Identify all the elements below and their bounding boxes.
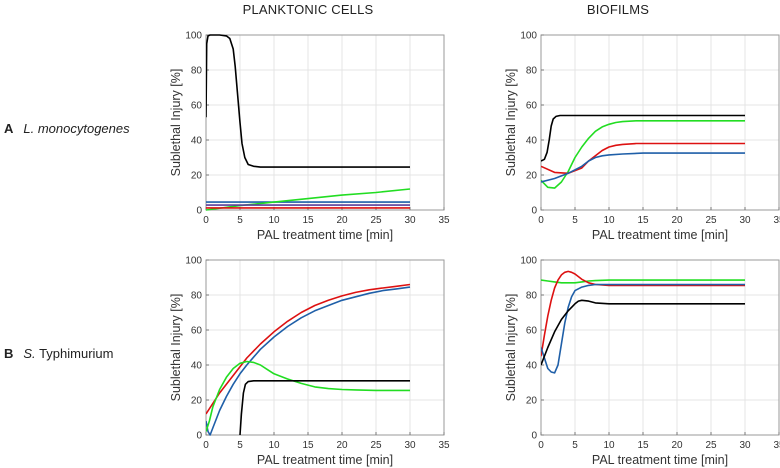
- x-tick-label: 20: [336, 440, 348, 451]
- y-tick-label: 80: [526, 66, 538, 77]
- x-tick-label: 25: [705, 215, 717, 226]
- x-tick-label: 30: [404, 215, 416, 226]
- y-tick-label: 80: [191, 66, 203, 77]
- series-line-red: [541, 270, 745, 357]
- x-tick-label: 15: [637, 440, 649, 451]
- chart-panel-1: 0 5 10 15 20 25 30 35 0 20 40 60 80 100 PAL treatment …: [169, 31, 450, 243]
- x-tick-label: 25: [370, 440, 382, 451]
- y-tick-label: 60: [526, 326, 538, 337]
- x-tick-label: 15: [637, 215, 649, 226]
- x-tick-label: 35: [773, 215, 780, 226]
- column-header-biofilms: BIOFILMS: [586, 2, 650, 17]
- y-tick-label: 0: [196, 206, 202, 217]
- x-tick-label: 10: [268, 215, 280, 226]
- y-axis-label: Sublethal Injury [%]: [504, 69, 518, 177]
- y-tick-label: 0: [531, 431, 537, 442]
- y-tick-label: 40: [526, 136, 538, 147]
- axes-box: [540, 34, 780, 211]
- y-axis-label: Sublethal Injury [%]: [169, 294, 183, 402]
- plot-area: [541, 260, 779, 435]
- x-axis-label: PAL treatment time [min]: [257, 453, 393, 467]
- x-tick-label: 0: [538, 440, 544, 451]
- plot-area: [206, 260, 444, 435]
- x-tick-label: 10: [603, 215, 615, 226]
- y-tick-label: 20: [526, 396, 538, 407]
- series-line-blue: [541, 152, 745, 183]
- series-line-red: [206, 283, 411, 415]
- y-tick-label: 0: [196, 431, 202, 442]
- series-line-black: [206, 34, 410, 168]
- x-tick-label: 20: [671, 440, 683, 451]
- y-tick-label: 40: [191, 136, 203, 147]
- x-tick-label: 5: [237, 440, 243, 451]
- x-tick-label: 35: [438, 215, 450, 226]
- series-line-green: [541, 120, 745, 189]
- x-tick-label: 30: [739, 440, 751, 451]
- y-tick-label: 60: [526, 101, 538, 112]
- x-tick-label: 10: [603, 440, 615, 451]
- x-tick-label: 35: [438, 440, 450, 451]
- organism-genus: S.: [23, 346, 36, 361]
- x-tick-label: 0: [538, 215, 544, 226]
- row-label-a: A L. monocytogenes: [4, 121, 130, 136]
- series-line-blue: [206, 286, 411, 436]
- y-tick-label: 20: [526, 171, 538, 182]
- x-tick-label: 0: [203, 440, 209, 451]
- y-tick-label: 80: [526, 291, 538, 302]
- x-tick-label: 30: [404, 440, 416, 451]
- organism-species: Typhimurium: [35, 346, 114, 361]
- axes-box: [205, 259, 445, 436]
- x-tick-label: 5: [237, 215, 243, 226]
- organism-genus: L.: [23, 121, 35, 136]
- y-tick-label: 40: [526, 361, 538, 372]
- row-label-b: B S. Typhimurium: [4, 346, 113, 361]
- y-tick-label: 100: [520, 256, 537, 267]
- x-tick-label: 5: [572, 440, 578, 451]
- x-tick-label: 20: [671, 215, 683, 226]
- y-tick-label: 40: [191, 361, 203, 372]
- y-tick-label: 60: [191, 326, 203, 337]
- x-tick-label: 0: [203, 215, 209, 226]
- series-line-blue: [541, 283, 745, 374]
- x-tick-label: 10: [268, 440, 280, 451]
- x-tick-label: 15: [302, 215, 314, 226]
- series-line-green: [206, 360, 410, 432]
- chart-panel-2: 0 5 10 15 20 25 30 35 0 20 40 60 80 100 PAL treatment …: [504, 31, 780, 243]
- x-tick-label: 15: [302, 440, 314, 451]
- chart-panel-4: 0 5 10 15 20 25 30 35 0 20 40 60 80 100 PAL treatment …: [504, 256, 780, 468]
- column-header-planktonic: PLANKTONIC CELLS: [242, 2, 374, 17]
- series-line-black: [239, 379, 410, 436]
- y-tick-label: 60: [191, 101, 203, 112]
- row-letter: B: [4, 346, 14, 361]
- x-tick-label: 30: [739, 215, 751, 226]
- x-tick-label: 35: [773, 440, 780, 451]
- series-line-black: [541, 299, 745, 366]
- y-tick-label: 20: [191, 171, 203, 182]
- y-tick-label: 80: [191, 291, 203, 302]
- y-tick-label: 0: [531, 206, 537, 217]
- y-tick-label: 100: [185, 31, 202, 42]
- x-axis-label: PAL treatment time [min]: [257, 228, 393, 242]
- y-tick-label: 20: [191, 396, 203, 407]
- x-tick-label: 5: [572, 215, 578, 226]
- y-tick-label: 100: [185, 256, 202, 267]
- plot-area: [541, 35, 779, 210]
- x-axis-label: PAL treatment time [min]: [592, 228, 728, 242]
- plot-area: [206, 35, 444, 210]
- x-tick-label: 20: [336, 215, 348, 226]
- x-axis-label: PAL treatment time [min]: [592, 453, 728, 467]
- organism-species: monocytogenes: [34, 121, 130, 136]
- row-letter: A: [4, 121, 14, 136]
- x-tick-label: 25: [370, 215, 382, 226]
- series-line-black: [541, 114, 745, 162]
- y-axis-label: Sublethal Injury [%]: [504, 294, 518, 402]
- axes-box: [205, 34, 445, 211]
- y-tick-label: 100: [520, 31, 537, 42]
- chart-panel-3: 0 5 10 15 20 25 30 35 0 20 40 60 80 100 PAL treatment …: [169, 256, 450, 468]
- x-tick-label: 25: [705, 440, 717, 451]
- y-axis-label: Sublethal Injury [%]: [169, 69, 183, 177]
